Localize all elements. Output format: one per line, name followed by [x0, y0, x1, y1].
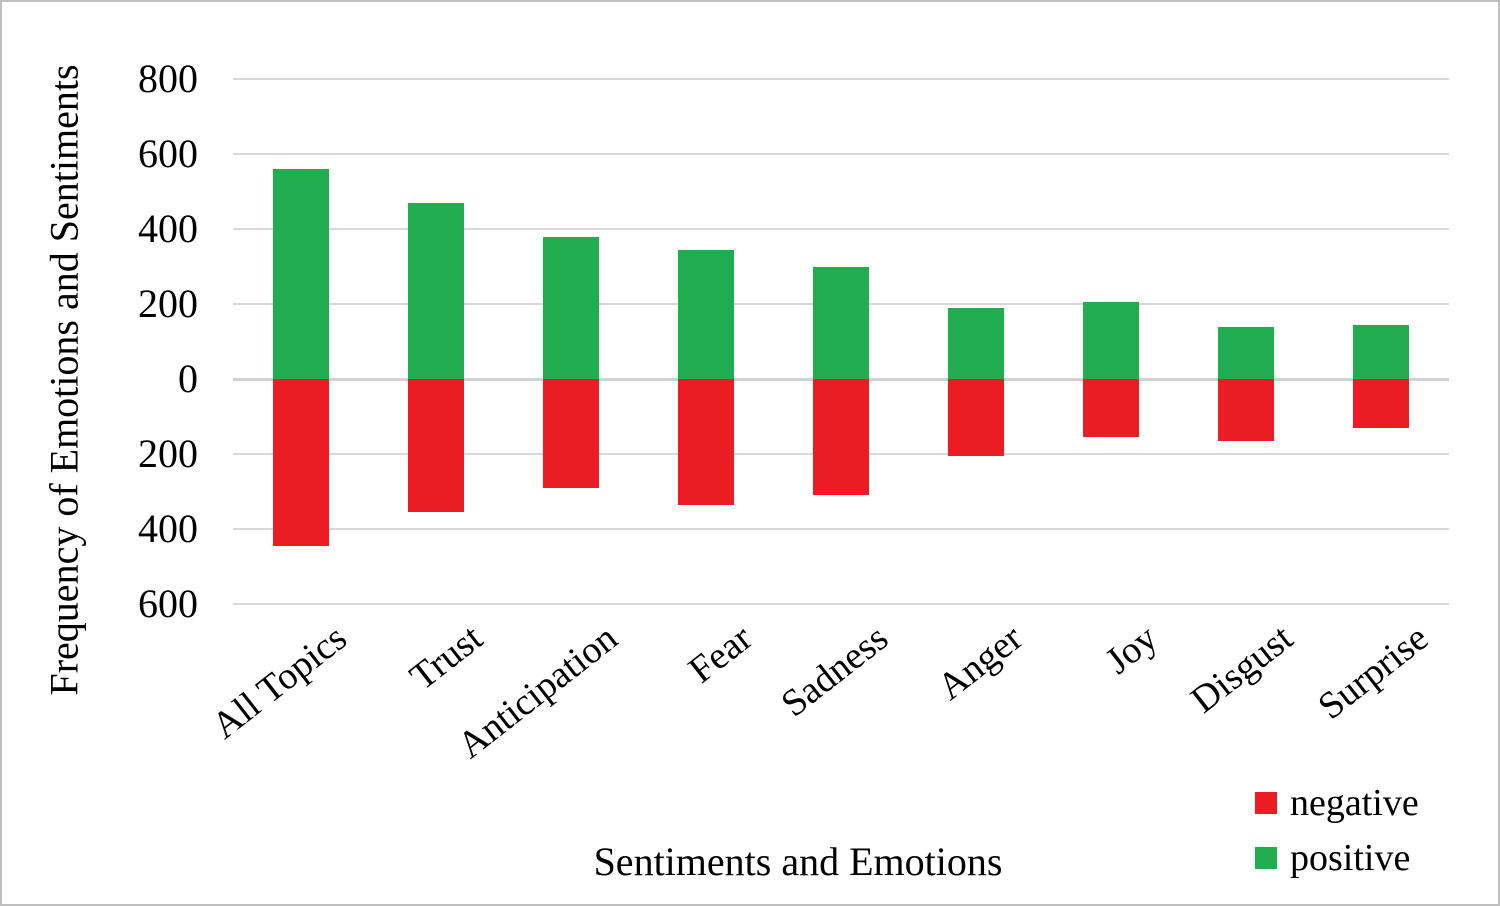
legend-swatch-negative-icon: [1255, 792, 1277, 814]
positive-bar-joy: [1083, 302, 1140, 379]
legend-item-negative: negative: [1255, 781, 1419, 825]
gridline-400: [233, 228, 1449, 230]
y-axis-tick-label: 0: [178, 356, 198, 401]
positive-bar-sadness: [813, 266, 869, 379]
y-axis-tick-label: 200: [138, 431, 198, 476]
x-axis-category-label: Trust: [402, 616, 491, 699]
x-axis-category-label: Anger: [929, 616, 1031, 709]
negative-bar-disgust: [1218, 379, 1275, 441]
negative-bar-sadness: [813, 379, 869, 496]
negative-bar-surprise: [1353, 379, 1410, 428]
x-axis-category-label: Disgust: [1183, 616, 1301, 722]
positive-bar-trust: [407, 202, 464, 379]
gridline-800: [233, 78, 1449, 80]
positive-bar-anger: [948, 307, 1005, 379]
y-axis-tick-label: 400: [138, 506, 198, 551]
legend-label-negative: negative: [1290, 782, 1419, 824]
negative-bar-fear: [677, 379, 734, 505]
negative-bar-anticipation: [542, 379, 599, 488]
x-axis-category-label: All Topics: [204, 616, 356, 748]
y-axis-tick-label: 400: [138, 206, 198, 251]
y-axis-tick-label: 600: [138, 131, 198, 176]
positive-bar-disgust: [1218, 326, 1275, 379]
positive-bar-fear: [677, 249, 734, 379]
x-axis-category-label: Sadness: [773, 616, 896, 726]
gridline-600: [233, 153, 1449, 155]
y-axis-tick-label: 800: [138, 56, 198, 101]
legend-swatch-positive-icon: [1255, 847, 1277, 869]
x-axis-title: Sentiments and Emotions: [593, 839, 1003, 884]
gridline--600: [233, 603, 1449, 605]
positive-bar-anticipation: [542, 236, 599, 379]
negative-bar-anger: [948, 379, 1005, 456]
y-axis-tick-label: 600: [138, 581, 198, 626]
negative-bar-joy: [1083, 379, 1140, 438]
gridline--400: [233, 528, 1449, 530]
x-axis-category-label: Surprise: [1310, 616, 1436, 728]
x-axis-category-label: Joy: [1098, 616, 1166, 683]
plot-area: [233, 78, 1449, 605]
legend-item-positive: positive: [1255, 836, 1419, 880]
positive-bar-all-topics: [272, 169, 329, 379]
x-axis-category-label: Fear: [681, 616, 761, 692]
legend-label-positive: positive: [1290, 837, 1411, 879]
y-axis-tick-label: 200: [138, 281, 198, 326]
negative-bar-trust: [407, 379, 464, 513]
negative-bar-all-topics: [272, 379, 329, 546]
legend: negative positive: [1255, 781, 1419, 891]
positive-bar-surprise: [1353, 324, 1410, 379]
